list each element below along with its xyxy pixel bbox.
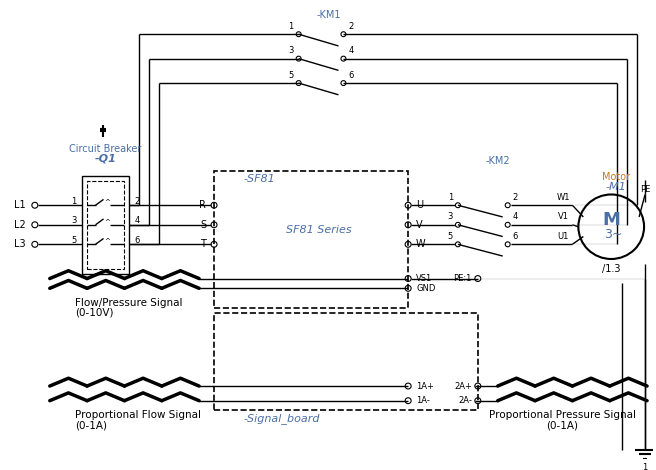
Text: 4: 4 [513, 212, 518, 221]
Text: Proportional Pressure Signal: Proportional Pressure Signal [489, 410, 636, 420]
Text: T: T [200, 239, 206, 249]
Text: 1A+: 1A+ [416, 382, 434, 391]
Text: 1: 1 [642, 462, 647, 470]
Text: VS1: VS1 [416, 274, 432, 283]
Text: M: M [602, 211, 620, 229]
Text: /1.3: /1.3 [602, 264, 621, 274]
Text: SF81 Series: SF81 Series [286, 225, 352, 235]
Text: R: R [199, 200, 206, 210]
Text: L1: L1 [14, 200, 26, 210]
Bar [214, 313, 478, 410]
Text: ^: ^ [104, 219, 110, 225]
Text: 3: 3 [72, 216, 77, 226]
Text: V1: V1 [558, 212, 569, 221]
Text: 2A-: 2A- [458, 396, 472, 405]
Text: 2: 2 [513, 193, 518, 202]
Bar [81, 176, 129, 274]
Text: 6: 6 [348, 71, 354, 80]
Text: W: W [416, 239, 426, 249]
Text: 3: 3 [447, 212, 453, 221]
Text: Proportional Flow Signal: Proportional Flow Signal [75, 410, 201, 420]
Text: -Signal_board: -Signal_board [244, 413, 320, 424]
Text: PE:1: PE:1 [453, 274, 472, 283]
Text: S: S [200, 220, 206, 230]
Text: 4: 4 [348, 47, 354, 55]
Text: W1: W1 [557, 193, 570, 202]
Text: Flow/Pressure Signal: Flow/Pressure Signal [75, 298, 182, 308]
Text: U: U [416, 200, 423, 210]
Text: 1: 1 [72, 197, 77, 206]
Text: 5: 5 [72, 236, 77, 245]
Text: L3: L3 [14, 239, 26, 249]
Text: ^: ^ [104, 238, 110, 244]
Text: -Q1: -Q1 [94, 153, 117, 164]
Text: L2: L2 [14, 220, 26, 230]
Text: 2A+: 2A+ [454, 382, 472, 391]
Text: V: V [416, 220, 422, 230]
Text: (0-1A): (0-1A) [75, 420, 107, 430]
Text: -SF81: -SF81 [244, 174, 276, 184]
Bar [87, 181, 125, 269]
Text: 3: 3 [288, 47, 294, 55]
Text: 6: 6 [134, 236, 140, 245]
Text: 2: 2 [134, 197, 140, 206]
Text: (0-10V): (0-10V) [75, 308, 113, 318]
Text: -M1: -M1 [606, 182, 626, 192]
Text: GND: GND [416, 284, 436, 293]
Text: 5: 5 [289, 71, 294, 80]
Text: 3~: 3~ [604, 228, 623, 241]
Text: -KM2: -KM2 [485, 156, 510, 166]
Text: 1A-: 1A- [416, 396, 430, 405]
Text: PE: PE [640, 185, 650, 194]
Text: ^: ^ [104, 199, 110, 205]
Text: -KM1: -KM1 [316, 10, 340, 20]
Text: 1: 1 [289, 22, 294, 31]
Text: U1: U1 [558, 232, 569, 241]
Text: (0-1A): (0-1A) [546, 420, 579, 430]
Text: 5: 5 [447, 232, 453, 241]
Bar [214, 171, 408, 308]
Text: 6: 6 [513, 232, 518, 241]
Text: 4: 4 [134, 216, 140, 226]
Text: 1: 1 [447, 193, 453, 202]
Text: Motor: Motor [602, 172, 630, 182]
Text: Circuit Breaker: Circuit Breaker [70, 143, 142, 154]
Text: 2: 2 [348, 22, 354, 31]
